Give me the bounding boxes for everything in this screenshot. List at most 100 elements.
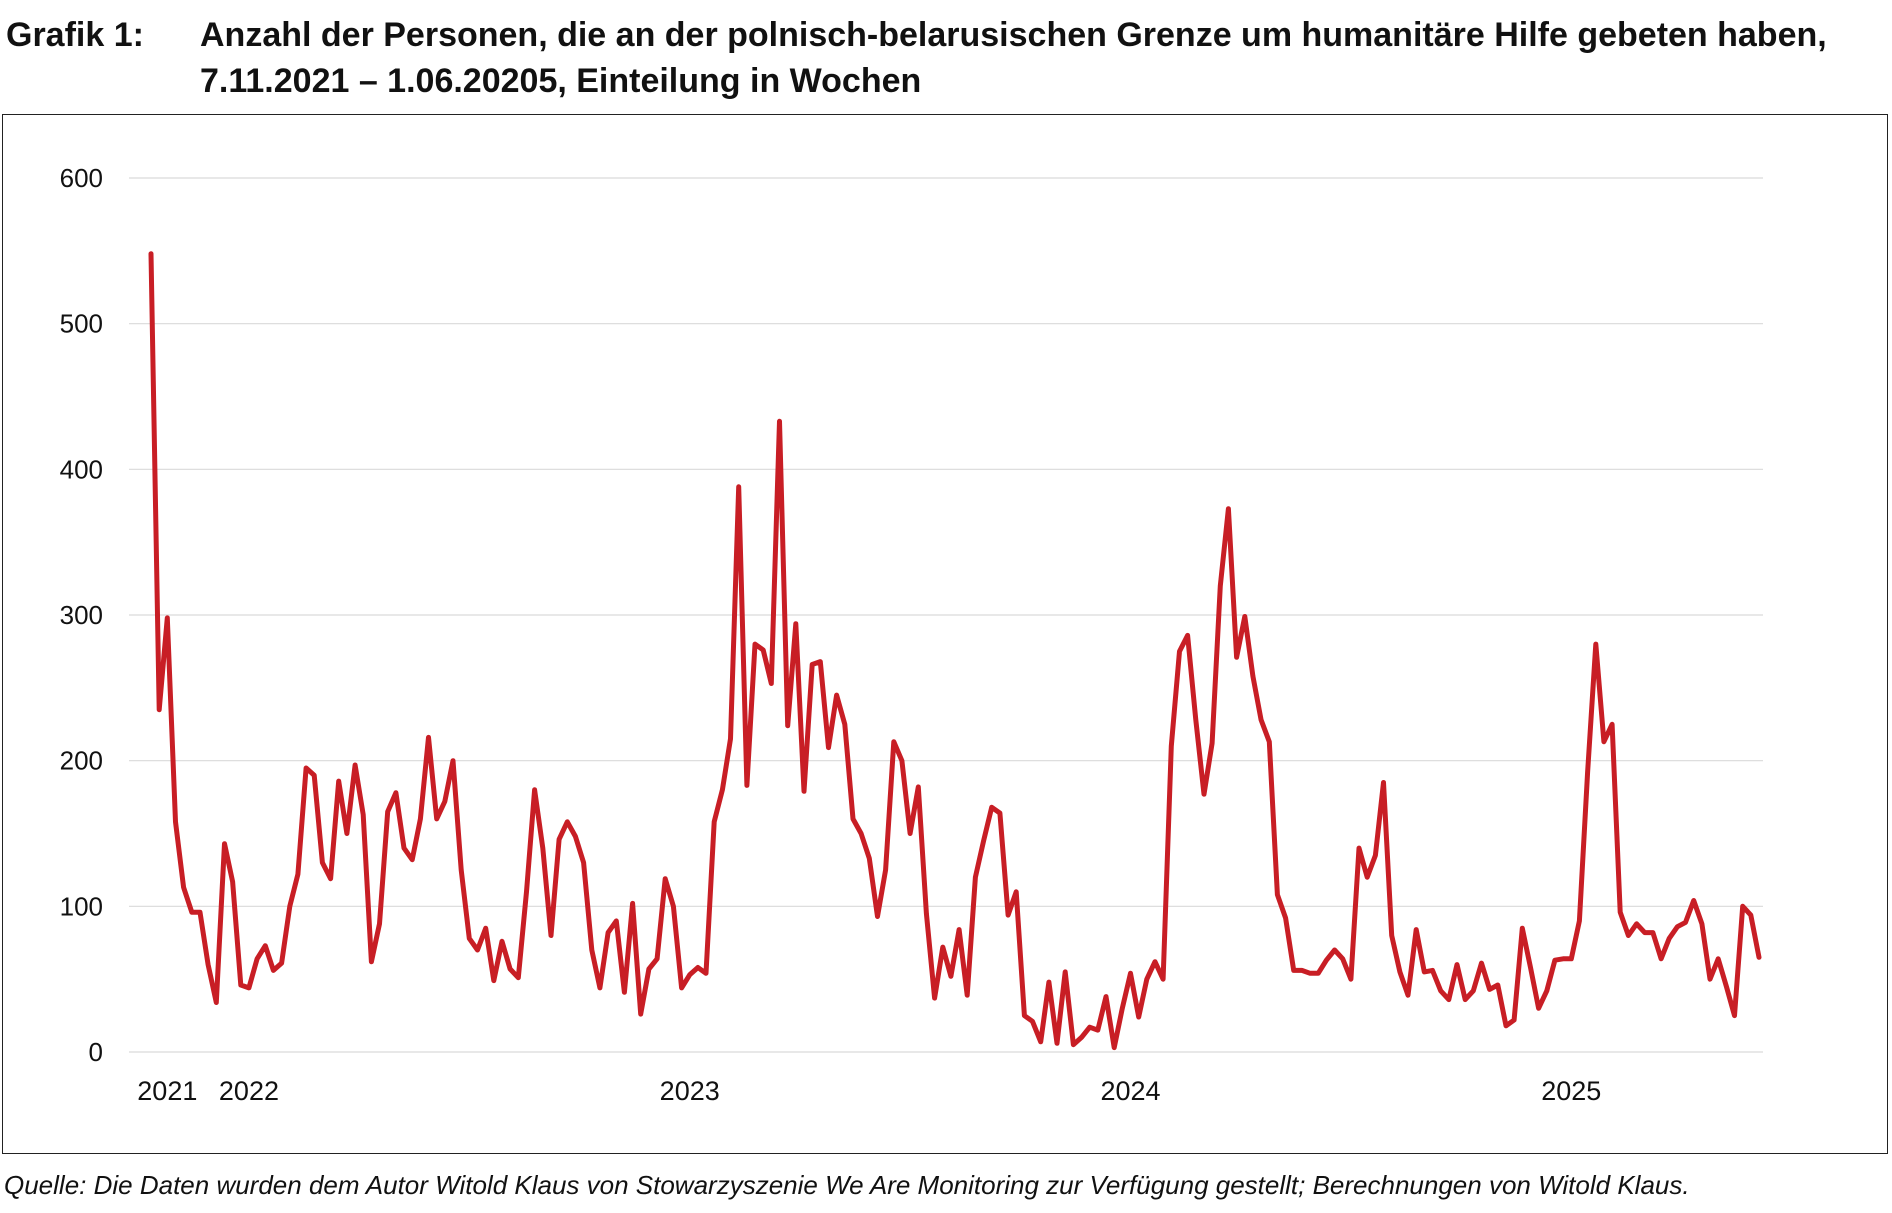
data-point [647,967,651,971]
data-point [1659,957,1663,961]
data-point [369,960,373,964]
data-point [908,832,912,836]
data-point [884,868,888,872]
y-tick-label-400: 400 [60,454,103,484]
data-point [1561,957,1565,961]
data-point [182,885,186,889]
data-point [1235,655,1239,659]
data-point [1398,970,1402,974]
data-point [1186,633,1190,637]
data-point [671,904,675,908]
data-point [1292,968,1296,972]
data-point [165,616,169,620]
data-point [851,817,855,821]
data-point [1529,966,1533,970]
data-point [231,880,235,884]
data-point [386,810,390,814]
data-point [1749,913,1753,917]
data-point [590,948,594,952]
data-point [737,485,741,489]
data-point [1096,1028,1100,1032]
data-point [876,915,880,919]
data-point [1275,893,1279,897]
data-point [745,783,749,787]
data-point [1267,740,1271,744]
data-point [957,928,961,932]
data-point [1104,995,1108,999]
data-point [1308,971,1312,975]
data-point [1071,1043,1075,1047]
data-point [255,957,259,961]
data-point [655,957,659,961]
data-point [1463,998,1467,1002]
data-point [378,922,382,926]
data-point [1675,925,1679,929]
data-point [1178,649,1182,653]
caption-title-line-2: 7.11.2021 – 1.06.20205, Einteilung in Wo… [200,62,922,100]
y-tick-label-600: 600 [60,163,103,193]
data-point [1602,740,1606,744]
data-point [1504,1024,1508,1028]
data-point [312,773,316,777]
data-point [1700,922,1704,926]
data-point [418,817,422,821]
data-point [680,986,684,990]
data-point [1006,913,1010,917]
data-point [337,779,341,783]
data-point [1031,1019,1035,1023]
data-point [1610,722,1614,726]
data-point [280,961,284,965]
data-point [1586,770,1590,774]
data-point [1218,584,1222,588]
data-point [1422,970,1426,974]
data-point [345,832,349,836]
data-point [1716,957,1720,961]
data-point [149,252,153,256]
data-point [1594,642,1598,646]
data-point [288,904,292,908]
data-point [1382,781,1386,785]
data-point [1300,968,1304,972]
x-tick-label-2021: 2021 [137,1076,197,1106]
data-point [696,966,700,970]
data-point [1496,983,1500,987]
data-point [1643,931,1647,935]
data-point [1129,971,1133,975]
data-point [394,791,398,795]
data-point [729,737,733,741]
chart-frame: 0 100 200 300 400 500 600 2021 2022 2023 2024 2025 [2,114,1888,1154]
y-axis-ticks: 0 100 200 300 400 500 600 [60,163,103,1067]
data-point [1635,922,1639,926]
caption-title-line-1: Anzahl der Personen, die an der polnisch… [200,16,1827,54]
data-point [304,766,308,770]
data-point [1022,1014,1026,1018]
x-tick-label-2024: 2024 [1100,1076,1160,1106]
data-point [1431,968,1435,972]
gridlines [129,177,1763,1053]
data-point [500,939,504,943]
data-point [541,846,545,850]
data-point [582,861,586,865]
data-point [1226,507,1230,511]
data-point [1316,971,1320,975]
data-point [1080,1035,1084,1039]
data-point [1145,977,1149,981]
data-point [296,872,300,876]
data-point [206,963,210,967]
x-tick-label-2022: 2022 [219,1076,279,1106]
data-point [1488,987,1492,991]
data-point [1414,928,1418,932]
data-point [990,805,994,809]
data-point [198,910,202,914]
data-point [533,788,537,792]
data-point [712,820,716,824]
data-point [1153,960,1157,964]
data-point [1014,890,1018,894]
data-point [525,890,529,894]
data-point [843,722,847,726]
data-point [223,842,227,846]
data-point [508,967,512,971]
data-point [1251,674,1255,678]
y-tick-label-500: 500 [60,309,103,339]
data-point [1112,1046,1116,1050]
